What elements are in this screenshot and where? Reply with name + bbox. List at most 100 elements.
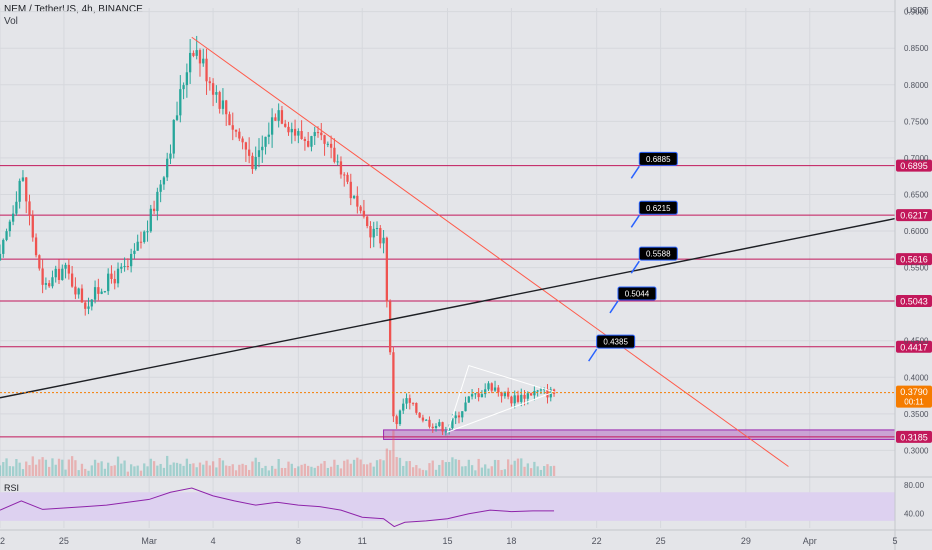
volume-bar bbox=[64, 469, 67, 476]
trendlines[interactable] bbox=[0, 36, 896, 467]
x-tick-label: 5 bbox=[892, 536, 897, 546]
candle-body bbox=[156, 191, 159, 212]
horizontal-levels[interactable]: 0.6895 0.6217 0.5616 0.5043 0.4417 0.3185 bbox=[0, 159, 932, 443]
candle-body bbox=[346, 174, 349, 182]
candle-body bbox=[25, 177, 28, 202]
volume-bar bbox=[402, 465, 405, 476]
candle-body bbox=[188, 52, 192, 73]
volume-bar bbox=[146, 466, 149, 476]
candle-body bbox=[503, 391, 507, 397]
volume-bar bbox=[507, 459, 510, 476]
candle-body bbox=[352, 195, 356, 199]
candle-body bbox=[431, 426, 434, 429]
support-zone[interactable] bbox=[383, 429, 896, 440]
trendline-black-ascending[interactable] bbox=[0, 217, 896, 399]
candle-body bbox=[379, 228, 382, 244]
candle-body bbox=[487, 383, 490, 390]
candle-body bbox=[490, 383, 493, 391]
volume-bar bbox=[110, 465, 113, 476]
candle-body bbox=[507, 391, 510, 397]
trendline-red-downtrend[interactable] bbox=[191, 36, 789, 467]
volume-bar bbox=[382, 460, 385, 476]
y-tick-label: 0.9000 bbox=[904, 8, 929, 17]
annotation-box[interactable] bbox=[638, 246, 678, 261]
x-tick-label: 29 bbox=[741, 536, 751, 546]
candle-body bbox=[297, 131, 300, 136]
candle-body bbox=[126, 266, 130, 268]
annotation-label: 0.5588 bbox=[646, 250, 671, 259]
volume-bar bbox=[284, 467, 287, 476]
volume-bar bbox=[520, 458, 523, 476]
volume-bar bbox=[516, 458, 520, 476]
level-price-tag bbox=[896, 159, 932, 172]
candle-body bbox=[51, 277, 54, 287]
candle-body bbox=[169, 153, 172, 159]
annotation-pointer bbox=[609, 300, 619, 314]
candle-body bbox=[307, 140, 310, 147]
candle-body bbox=[274, 117, 277, 121]
level-price-tag bbox=[896, 430, 932, 443]
volume-bar bbox=[143, 463, 146, 476]
volume-bar bbox=[28, 465, 31, 476]
candle-body bbox=[264, 136, 267, 147]
volume-bar bbox=[290, 463, 293, 476]
candle-body bbox=[388, 301, 392, 353]
candle-body bbox=[310, 136, 313, 147]
candle-body bbox=[536, 390, 539, 392]
triangle-pattern[interactable] bbox=[446, 364, 556, 433]
volume-bar bbox=[359, 459, 362, 476]
candles bbox=[0, 35, 556, 436]
candle-body bbox=[320, 132, 323, 136]
volume-bar bbox=[93, 459, 97, 476]
volume-bar bbox=[405, 461, 408, 476]
rsi-pane bbox=[0, 476, 932, 528]
candle-body bbox=[139, 241, 143, 243]
candle-body bbox=[546, 389, 549, 398]
current-price-tag bbox=[896, 385, 932, 408]
candle-body bbox=[280, 110, 284, 124]
y-tick-label: 0.6500 bbox=[904, 190, 929, 199]
candle-body bbox=[326, 143, 329, 145]
volume-bar bbox=[21, 469, 25, 476]
volume-bar bbox=[136, 465, 139, 476]
candle-body bbox=[290, 128, 293, 133]
candle-body bbox=[248, 149, 251, 156]
symbol-title[interactable]: NEM / TetherUS, 4h, BINANCE bbox=[4, 4, 143, 15]
candle-body bbox=[516, 395, 520, 402]
y-tick-label: 0.5500 bbox=[904, 264, 929, 273]
price-annotations[interactable]: 0.6885 0.6215 0.5588 0.5044 0.4385 bbox=[588, 151, 678, 362]
candle-body bbox=[336, 161, 339, 163]
volume-label[interactable]: Vol bbox=[4, 16, 18, 27]
candle-body bbox=[218, 92, 221, 109]
volume-bars bbox=[0, 430, 556, 476]
rsi-label[interactable]: RSI bbox=[4, 483, 20, 493]
volume-bar bbox=[126, 471, 130, 476]
volume-bar bbox=[84, 468, 87, 476]
volume-bar bbox=[415, 465, 418, 476]
volume-bar bbox=[470, 465, 474, 476]
candle-body bbox=[84, 302, 87, 309]
countdown-label: 00:11 bbox=[904, 398, 924, 407]
candle-body bbox=[185, 72, 189, 86]
annotation-box[interactable] bbox=[638, 200, 678, 215]
volume-bar bbox=[421, 469, 425, 476]
volume-bar bbox=[103, 468, 107, 476]
volume-bar bbox=[411, 467, 415, 476]
annotation-box[interactable] bbox=[617, 286, 657, 301]
volume-bar bbox=[362, 464, 366, 476]
volume-bar bbox=[267, 470, 270, 476]
volume-bar bbox=[129, 464, 133, 476]
candle-body bbox=[500, 392, 503, 397]
candle-body bbox=[159, 184, 162, 192]
volume-bar bbox=[323, 461, 326, 476]
volume-bar bbox=[87, 470, 90, 476]
candle-body bbox=[477, 393, 480, 398]
candle-body bbox=[293, 128, 297, 136]
candle-body bbox=[231, 125, 234, 130]
candle-body bbox=[107, 273, 110, 292]
chart-legend: NEM / TetherUS, 4h, BINANCE Vol bbox=[4, 4, 143, 28]
annotation-box[interactable] bbox=[596, 334, 636, 349]
y-tick-label: 0.8500 bbox=[904, 44, 929, 53]
annotation-box[interactable] bbox=[638, 151, 678, 166]
